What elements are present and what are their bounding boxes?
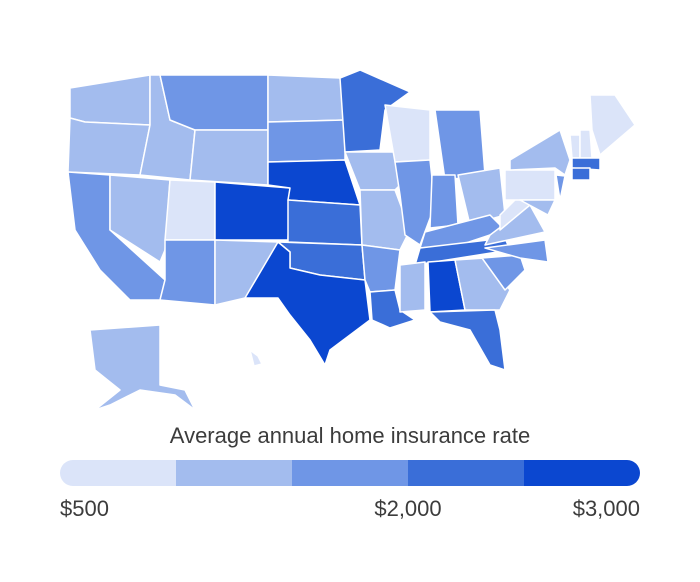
state [359, 189, 411, 251]
state [159, 239, 216, 306]
state [484, 239, 549, 263]
legend-swatch [292, 460, 409, 486]
state [419, 214, 506, 249]
state [555, 174, 566, 201]
state [67, 117, 151, 176]
state [571, 157, 601, 171]
legend-tick-label: $3,000 [573, 496, 640, 521]
state [109, 174, 171, 263]
legend-swatch [408, 460, 525, 486]
state [89, 324, 196, 411]
state [369, 289, 416, 329]
legend-swatch [524, 460, 640, 486]
legend-bar [60, 460, 640, 486]
state [429, 309, 506, 371]
state [361, 244, 401, 293]
state [189, 129, 269, 186]
state [509, 129, 571, 176]
legend-swatch [60, 460, 177, 486]
state [579, 129, 593, 159]
legend-tick-label: $2,000 [374, 496, 441, 521]
state [267, 74, 346, 123]
state [504, 169, 556, 201]
state [571, 167, 591, 181]
state [287, 199, 363, 246]
legend-tick-label: $500 [60, 496, 109, 521]
state-map [67, 69, 636, 411]
state [249, 349, 263, 367]
state [589, 94, 636, 156]
state [214, 181, 291, 241]
legend-title: Average annual home insurance rate [170, 423, 530, 448]
state [244, 241, 371, 366]
state [519, 199, 556, 216]
state [454, 257, 511, 311]
state [164, 179, 216, 241]
state [159, 74, 269, 131]
state [481, 254, 526, 291]
state [429, 174, 459, 229]
state [267, 119, 346, 163]
state [434, 109, 486, 181]
state [69, 74, 151, 126]
legend-swatch [176, 460, 293, 486]
state [394, 159, 436, 246]
state [399, 261, 426, 313]
state [569, 134, 581, 159]
